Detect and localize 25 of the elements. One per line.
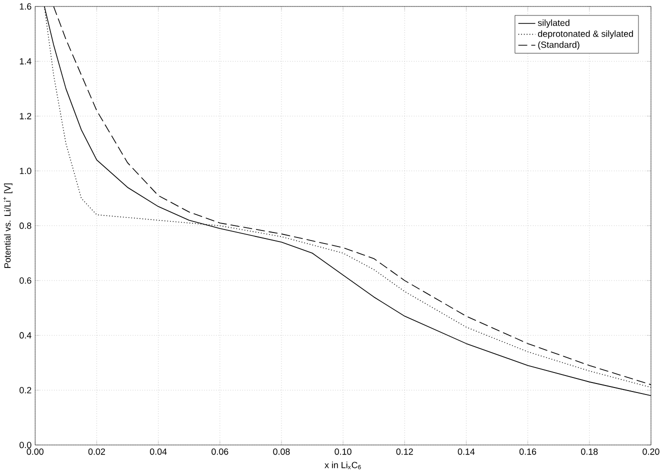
y-tick-label: 0.6 [20,278,32,284]
y-tick-label: 1.6 [20,4,32,10]
y-tick-label: 0.2 [20,387,32,394]
x-axis-title: x in Li$_{x}$C$_{6}$ [324,462,361,470]
x-tick-label: 0.06 [212,448,228,456]
x-tick-label: 0.02 [88,448,105,456]
legend-label: deprotonated & silylated [538,30,633,39]
y-tick-label: 1.4 [20,58,32,65]
y-axis-title: Potential vs. Li/Li$^{+}$ [V] [3,184,12,268]
x-tick-label: 0.00 [26,448,44,456]
x-tick-label: 0.18 [581,448,598,456]
x-tick-label: 0.04 [150,448,167,456]
y-tick-label: 0.4 [20,332,32,339]
y-tick-label: 1.0 [20,168,32,174]
y-tick-label: 0.8 [20,222,32,230]
x-tick-label: 0.14 [458,448,475,456]
legend-label: silylated [538,20,570,28]
y-tick-label: 0.0 [20,442,32,448]
x-tick-label: 0.20 [642,448,660,456]
x-tick-label: 0.08 [273,448,290,456]
legend-label: (Standard) [538,42,580,50]
x-tick-label: 0.16 [519,448,536,456]
y-tick-label: 1.2 [20,113,32,120]
x-tick-label: 0.12 [396,448,413,456]
x-tick-label: 0.10 [334,448,352,456]
